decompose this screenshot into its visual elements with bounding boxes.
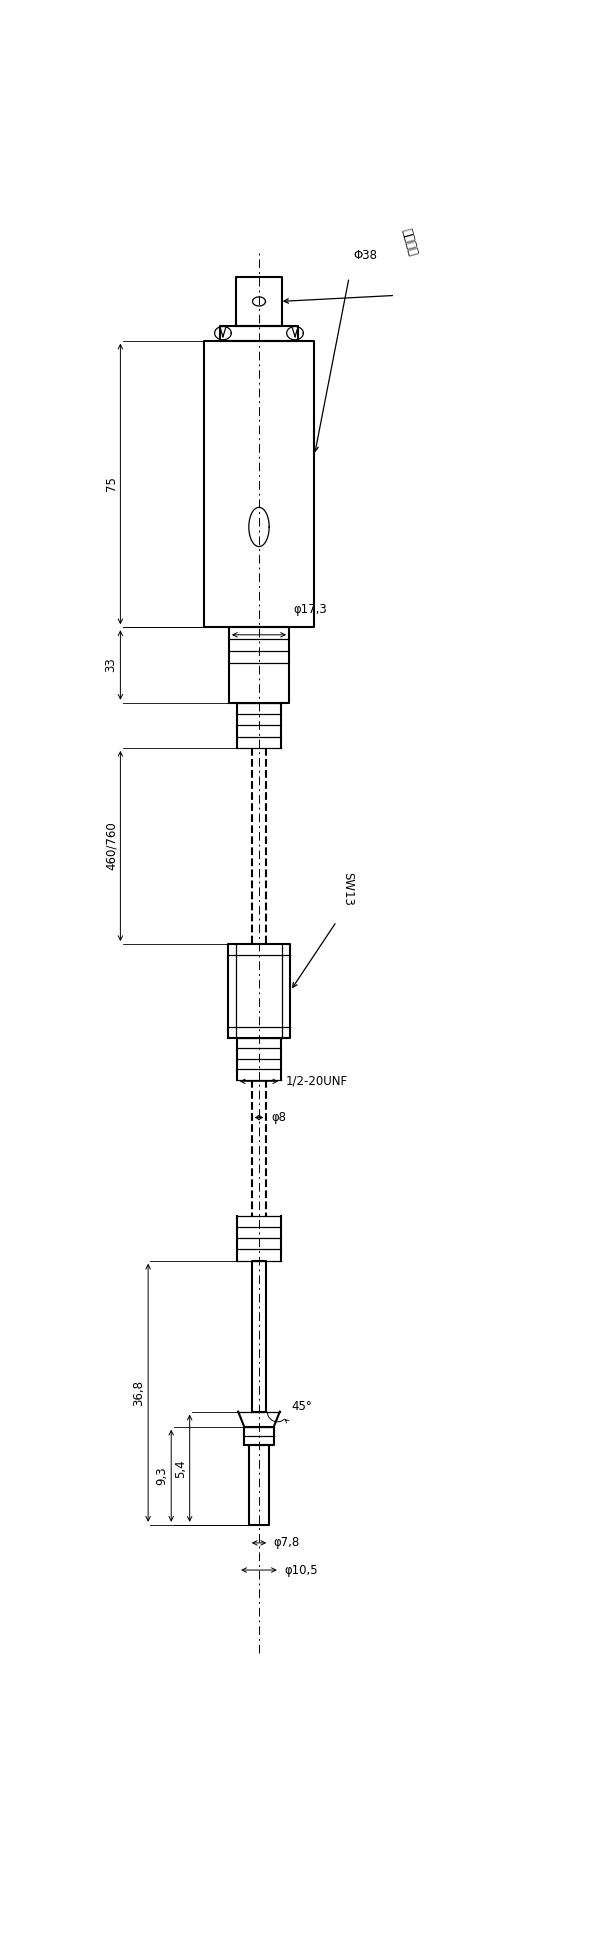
Text: 45°: 45° [292, 1401, 313, 1412]
Text: 9,3: 9,3 [155, 1467, 169, 1485]
Text: SW13: SW13 [341, 872, 354, 907]
Text: φ17,3: φ17,3 [293, 603, 328, 615]
Text: 460/760: 460/760 [104, 821, 118, 870]
Text: φ8: φ8 [271, 1111, 286, 1124]
Text: 75: 75 [104, 476, 118, 492]
Text: 5,4: 5,4 [174, 1459, 187, 1477]
Text: Φ38: Φ38 [354, 249, 378, 263]
Text: 1/2-20UNF: 1/2-20UNF [286, 1075, 348, 1087]
Text: φ10,5: φ10,5 [284, 1563, 318, 1577]
Text: 36,8: 36,8 [133, 1379, 145, 1407]
Text: φ7,8: φ7,8 [274, 1536, 300, 1550]
Text: 33: 33 [104, 658, 118, 672]
Text: 压力接头: 压力接头 [399, 227, 419, 259]
